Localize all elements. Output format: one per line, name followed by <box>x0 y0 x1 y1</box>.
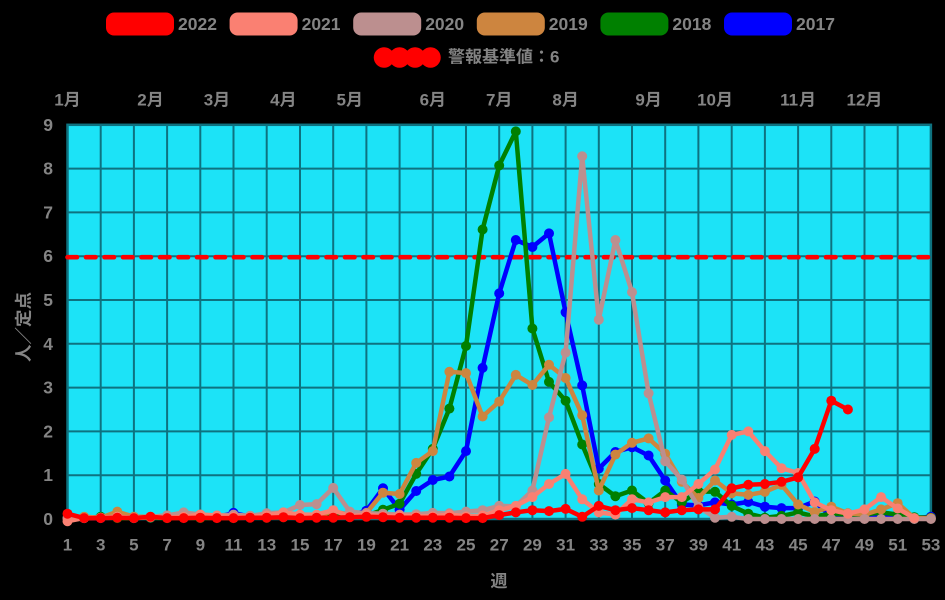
svg-text:3: 3 <box>96 536 105 555</box>
svg-text:2: 2 <box>137 91 146 110</box>
svg-text:9: 9 <box>196 536 205 555</box>
svg-text:2022: 2022 <box>178 14 217 34</box>
svg-text:2019: 2019 <box>549 14 588 34</box>
svg-text:31: 31 <box>556 536 575 555</box>
svg-text:47: 47 <box>822 536 841 555</box>
svg-text:8: 8 <box>552 91 561 110</box>
svg-text:4: 4 <box>43 334 53 354</box>
svg-text:25: 25 <box>457 536 476 555</box>
svg-text:7: 7 <box>486 91 495 110</box>
svg-text:39: 39 <box>689 536 708 555</box>
svg-text:45: 45 <box>789 536 808 555</box>
svg-text:5: 5 <box>337 91 346 110</box>
svg-text:13: 13 <box>257 536 276 555</box>
svg-text:7: 7 <box>162 536 171 555</box>
svg-text:3: 3 <box>204 91 213 110</box>
svg-text:37: 37 <box>656 536 675 555</box>
svg-text:15: 15 <box>291 536 310 555</box>
svg-text:6: 6 <box>43 246 53 266</box>
svg-text:2020: 2020 <box>425 14 464 34</box>
svg-text:2018: 2018 <box>672 14 711 34</box>
svg-text:2017: 2017 <box>796 14 835 34</box>
svg-text:35: 35 <box>623 536 642 555</box>
svg-text:21: 21 <box>390 536 409 555</box>
svg-text:5: 5 <box>43 290 53 310</box>
svg-text:1: 1 <box>43 465 53 485</box>
svg-text:9: 9 <box>635 91 644 110</box>
svg-text:6: 6 <box>420 91 429 110</box>
svg-text:51: 51 <box>888 536 907 555</box>
svg-text:33: 33 <box>589 536 608 555</box>
svg-text:2021: 2021 <box>302 14 341 34</box>
svg-text:1: 1 <box>63 536 72 555</box>
svg-text:11: 11 <box>225 536 243 555</box>
svg-text:10: 10 <box>697 91 716 110</box>
svg-text:41: 41 <box>722 536 741 555</box>
svg-text:4: 4 <box>270 91 280 110</box>
svg-text:29: 29 <box>523 536 542 555</box>
svg-text:11: 11 <box>780 91 798 110</box>
svg-text:49: 49 <box>855 536 874 555</box>
svg-text:0: 0 <box>43 509 53 529</box>
svg-text:9: 9 <box>43 115 53 135</box>
svg-text:8: 8 <box>43 159 53 179</box>
svg-text:6: 6 <box>550 48 559 67</box>
svg-text:1: 1 <box>54 91 63 110</box>
svg-text:5: 5 <box>129 536 138 555</box>
svg-text:53: 53 <box>921 536 940 555</box>
svg-text:3: 3 <box>43 378 53 398</box>
svg-text:27: 27 <box>490 536 509 555</box>
svg-text:23: 23 <box>423 536 442 555</box>
svg-text:17: 17 <box>324 536 343 555</box>
svg-text:7: 7 <box>43 202 53 222</box>
svg-text:19: 19 <box>357 536 376 555</box>
svg-text:2: 2 <box>43 421 53 441</box>
svg-text:43: 43 <box>755 536 774 555</box>
svg-text:12: 12 <box>847 91 866 110</box>
